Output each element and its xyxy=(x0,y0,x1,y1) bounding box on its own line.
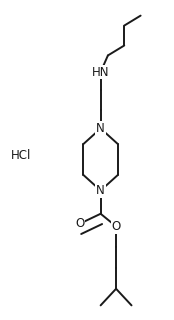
Text: N: N xyxy=(96,184,105,197)
Text: HCl: HCl xyxy=(10,148,31,162)
Text: HN: HN xyxy=(92,66,109,78)
Text: O: O xyxy=(75,217,84,230)
Text: N: N xyxy=(96,122,105,135)
Text: O: O xyxy=(111,220,121,233)
